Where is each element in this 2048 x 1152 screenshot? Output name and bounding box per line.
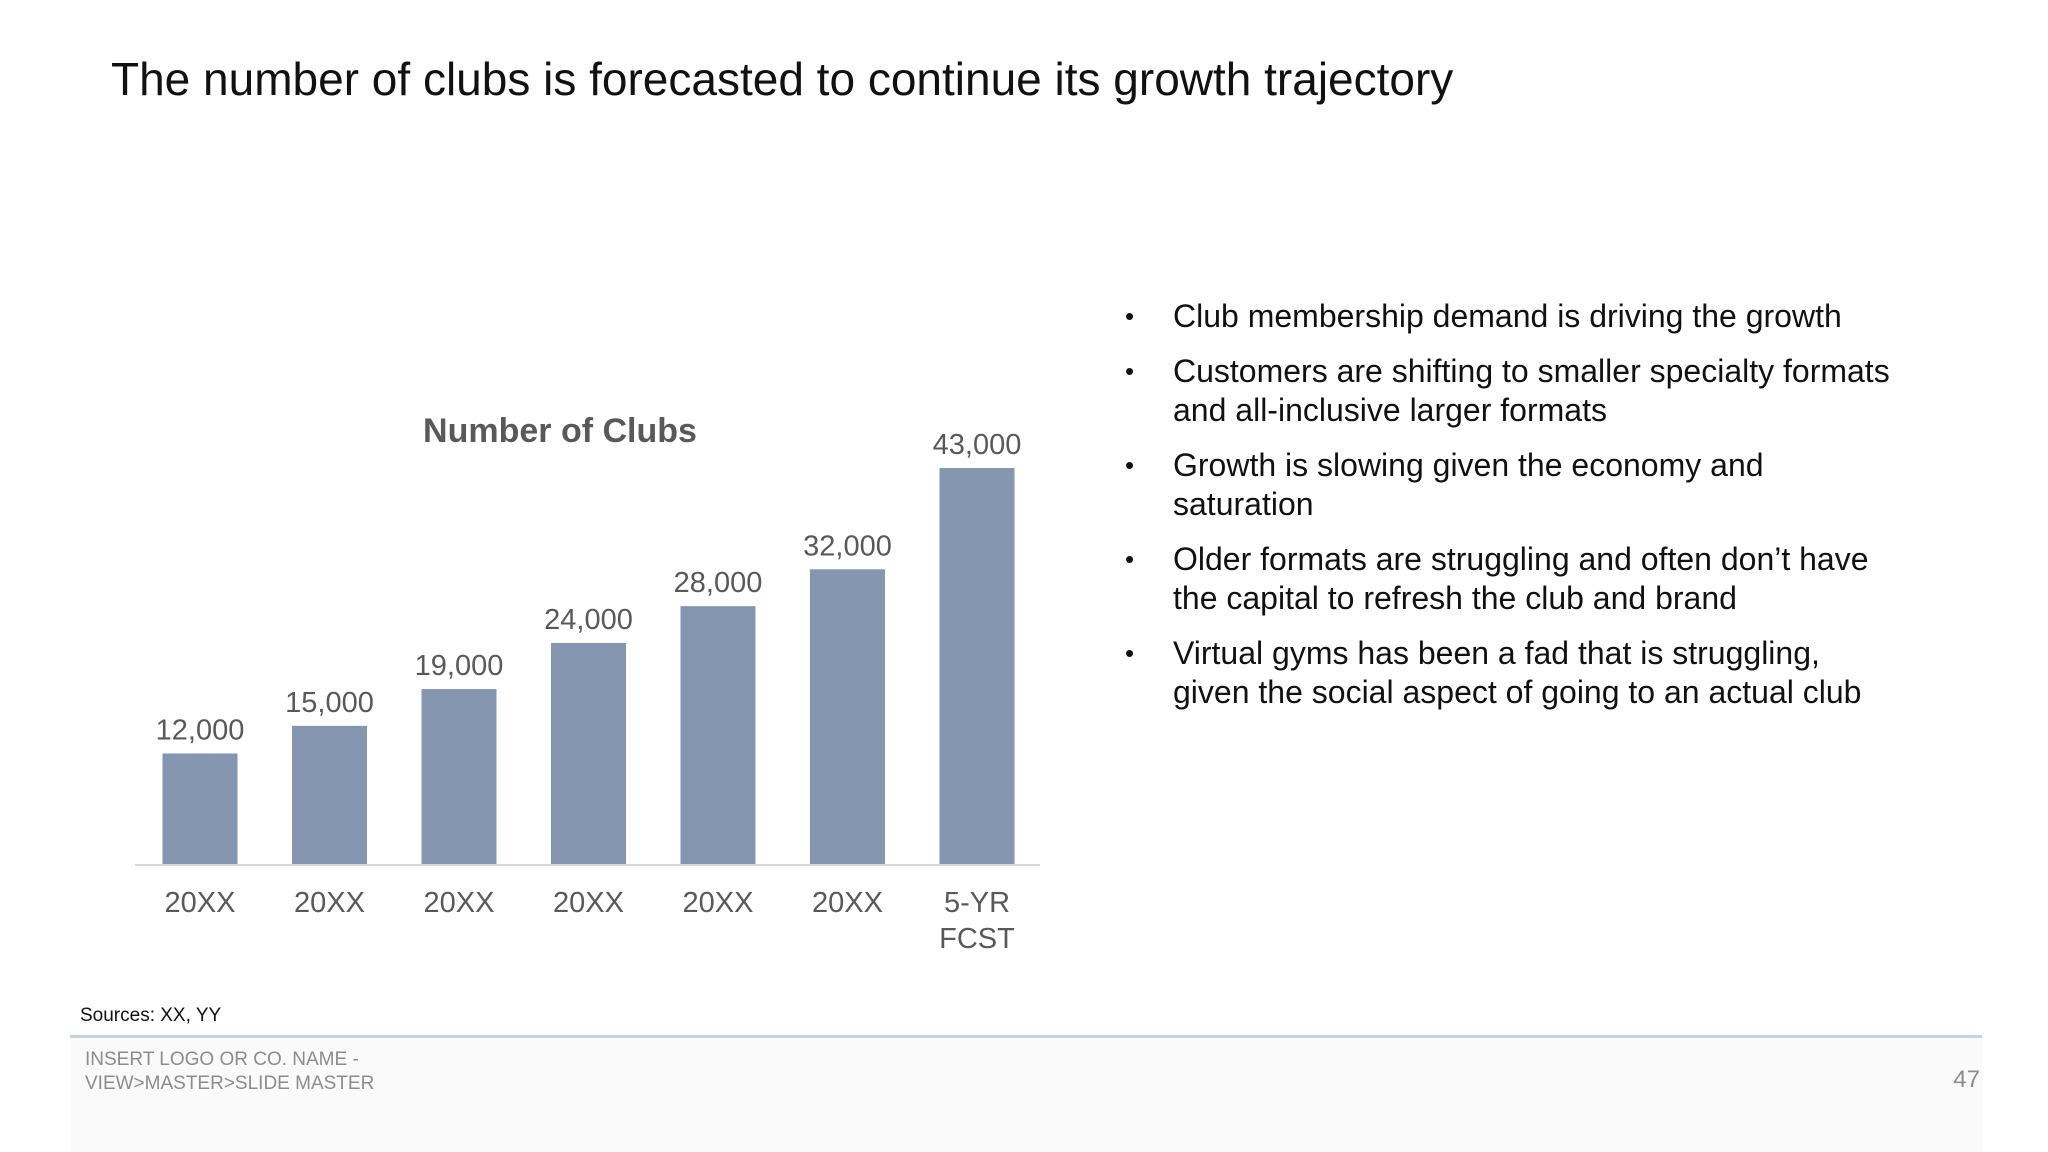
footer-divider xyxy=(70,1035,1982,1038)
bullet-dot: • xyxy=(1125,450,1135,480)
x-tick-label-line: 20XX xyxy=(683,887,754,919)
bullet-dot: • xyxy=(1125,638,1135,668)
bar-value-label: 43,000 xyxy=(933,429,1022,461)
bar xyxy=(680,606,756,864)
bullet-text: Virtual gyms has been a fad that is stru… xyxy=(1173,635,1862,710)
bullet-text: Club membership demand is driving the gr… xyxy=(1173,298,1842,334)
bullet-item: • Older formats are struggling and often … xyxy=(1125,540,1905,618)
bullet-item: • Customers are shifting to smaller speci… xyxy=(1125,352,1905,430)
bar-value-label: 15,000 xyxy=(285,687,374,719)
bar xyxy=(421,689,497,864)
bar-value-label: 28,000 xyxy=(674,567,763,599)
bullet-list: • Club membership demand is driving the g… xyxy=(1125,297,1905,728)
bar-value-label: 32,000 xyxy=(803,530,892,562)
x-tick-label: 20XX xyxy=(683,887,754,919)
x-tick-label-line: FCST xyxy=(939,923,1015,955)
bar xyxy=(551,642,626,864)
bar xyxy=(162,753,238,864)
x-tick-label: 20XX xyxy=(424,887,495,919)
bar-value-label: 12,000 xyxy=(156,714,245,746)
page-number: 47 xyxy=(1953,1066,1980,1093)
x-tick-label-line: 20XX xyxy=(424,887,495,919)
bullet-dot: • xyxy=(1125,356,1135,386)
x-tick-label-line: 20XX xyxy=(553,887,624,919)
bullet-item: • Club membership demand is driving the g… xyxy=(1125,297,1905,336)
x-tick-label-line: 20XX xyxy=(294,887,365,919)
bar-value-label: 19,000 xyxy=(415,650,504,682)
x-tick-label-line: 5-YR xyxy=(944,887,1010,919)
x-tick-label: 20XX xyxy=(165,887,236,919)
bullet-text: Older formats are struggling and often d… xyxy=(1173,541,1869,616)
x-tick-label-line: 20XX xyxy=(165,887,236,919)
bar xyxy=(810,569,885,864)
bullet-dot: • xyxy=(1125,301,1135,331)
sources-note: Sources: XX, YY xyxy=(80,1005,222,1026)
x-tick-label: 5-YR FCST xyxy=(939,887,1015,955)
footer-logo-placeholder: INSERT LOGO OR CO. NAME - VIEW>MASTER>SL… xyxy=(85,1048,585,1096)
chart-title: Number of Clubs xyxy=(423,412,697,450)
bar-chart: Number of Clubs 12,000 20XX 15,000 20XX 19,00… xyxy=(100,200,1060,980)
footer-logo-line-2: VIEW>MASTER>SLIDE MASTER xyxy=(85,1073,375,1094)
bullet-text: Growth is slowing given the economy and … xyxy=(1173,447,1764,522)
bullet-dot: • xyxy=(1125,544,1135,574)
bullet-text: Customers are shifting to smaller specia… xyxy=(1173,353,1890,428)
x-tick-label-line: 20XX xyxy=(812,887,883,919)
x-tick-label: 20XX xyxy=(812,887,883,919)
footer-logo-line-1: INSERT LOGO OR CO. NAME - xyxy=(85,1049,359,1070)
bar-value-label: 24,000 xyxy=(544,604,633,636)
bullet-item: • Virtual gyms has been a fad that is str… xyxy=(1125,634,1905,712)
x-tick-label: 20XX xyxy=(294,887,365,919)
bar xyxy=(939,468,1015,864)
chart-svg: Number of Clubs 12,000 20XX 15,000 20XX 19,00… xyxy=(135,412,1040,955)
footer-band xyxy=(70,1038,1982,1152)
slide-title: The number of clubs is forecasted to con… xyxy=(111,53,1454,105)
bullet-item: • Growth is slowing given the economy and… xyxy=(1125,446,1905,524)
bar xyxy=(292,725,367,864)
x-tick-label: 20XX xyxy=(553,887,624,919)
